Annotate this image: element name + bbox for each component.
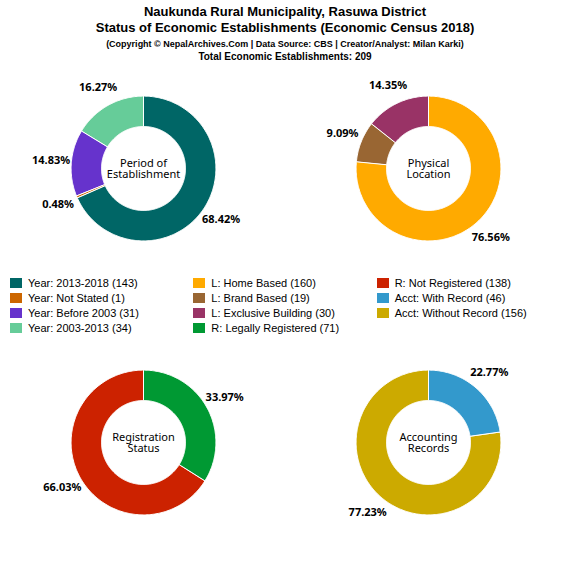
html-text:Acct: Without Record (156): Acct: Without Record (156) — [394, 306, 527, 319]
html-text:R: Not Registered (138): R: Not Registered (138) — [394, 276, 511, 289]
html-text:R: Legally Registered (71): R: Legally Registered (71) — [211, 321, 340, 334]
html-text:Year: Not Stated (1): Year: Not Stated (1) — [28, 291, 125, 304]
svg-text:9.09%: 9.09% — [326, 125, 358, 140]
svg-text:68.42%: 68.42% — [202, 211, 240, 226]
html-text:(Copyright © NepalArchives.Com: (Copyright © NepalArchives.Com | Data So… — [106, 39, 464, 49]
svg-text:33.97%: 33.97% — [205, 389, 243, 404]
html-text:Year: 2013-2018 (143): Year: 2013-2018 (143) — [28, 276, 138, 289]
svg-text:77.23%: 77.23% — [348, 504, 386, 519]
html-text:Acct: With Record (46): Acct: With Record (46) — [394, 291, 506, 304]
svg-text:AccountingRecords: AccountingRecords — [399, 429, 457, 455]
svg-text:66.03%: 66.03% — [43, 479, 81, 494]
html-text:L: Home Based (160): L: Home Based (160) — [211, 276, 316, 289]
svg-text:RegistrationStatus: RegistrationStatus — [112, 429, 175, 455]
html-text:Naukunda Rural Municipality, R: Naukunda Rural Municipality, Rasuwa Dist… — [95, 4, 475, 35]
html-text:Total Economic Establishments:: Total Economic Establishments: 209 — [198, 51, 372, 62]
html-text:Year: Before 2003 (31): Year: Before 2003 (31) — [28, 306, 139, 319]
svg-text:Period ofEstablishment: Period ofEstablishment — [106, 155, 179, 181]
svg-text:22.77%: 22.77% — [470, 364, 508, 379]
svg-text:16.27%: 16.27% — [79, 79, 117, 94]
html-text:L: Exclusive Building (30): L: Exclusive Building (30) — [211, 306, 335, 319]
html-text:Year: 2003-2013 (34): Year: 2003-2013 (34) — [28, 321, 132, 334]
svg-text:0.48%: 0.48% — [42, 196, 74, 211]
svg-text:14.35%: 14.35% — [369, 77, 407, 92]
html-text:L: Brand Based (19): L: Brand Based (19) — [211, 291, 310, 304]
svg-text:76.56%: 76.56% — [471, 229, 509, 244]
svg-text:PhysicalLocation: PhysicalLocation — [406, 155, 450, 181]
svg-text:14.83%: 14.83% — [32, 152, 70, 167]
